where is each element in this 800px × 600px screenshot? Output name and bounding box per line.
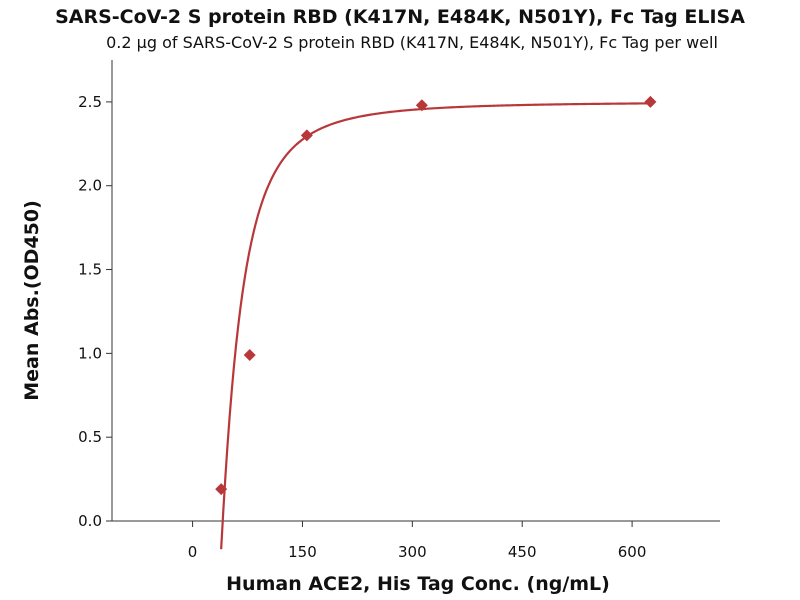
axes [111,60,720,522]
x-axis-title: Human ACE2, His Tag Conc. (ng/mL) [226,573,610,595]
x-tick-label: 600 [618,543,647,561]
chart-title: SARS-CoV-2 S protein RBD (K417N, E484K, … [55,6,745,28]
y-tick-label: 1.5 [78,261,102,279]
y-axis-title: Mean Abs.(OD450) [21,200,43,401]
data-point [215,483,228,496]
x-ticks: 0 150 300 450 600 [188,521,647,561]
data-point [644,95,657,108]
data-point [300,129,313,142]
x-tick-label: 300 [398,543,427,561]
y-tick-label: 0.0 [78,512,102,530]
data-point [243,349,256,362]
fit-curve [220,102,651,550]
x-tick-label: 0 [188,543,198,561]
chart-subtitle: 0.2 µg of SARS-CoV-2 S protein RBD (K417… [106,33,718,52]
y-ticks: 0.0 0.5 1.0 1.5 2.0 2.5 [78,93,112,530]
y-tick-label: 1.0 [78,344,102,362]
y-tick-label: 2.5 [78,93,102,111]
y-tick-label: 2.0 [78,177,102,195]
data-point [415,99,428,112]
y-tick-label: 0.5 [78,428,102,446]
data-points [215,95,657,496]
x-tick-label: 150 [288,543,317,561]
x-tick-label: 450 [508,543,537,561]
